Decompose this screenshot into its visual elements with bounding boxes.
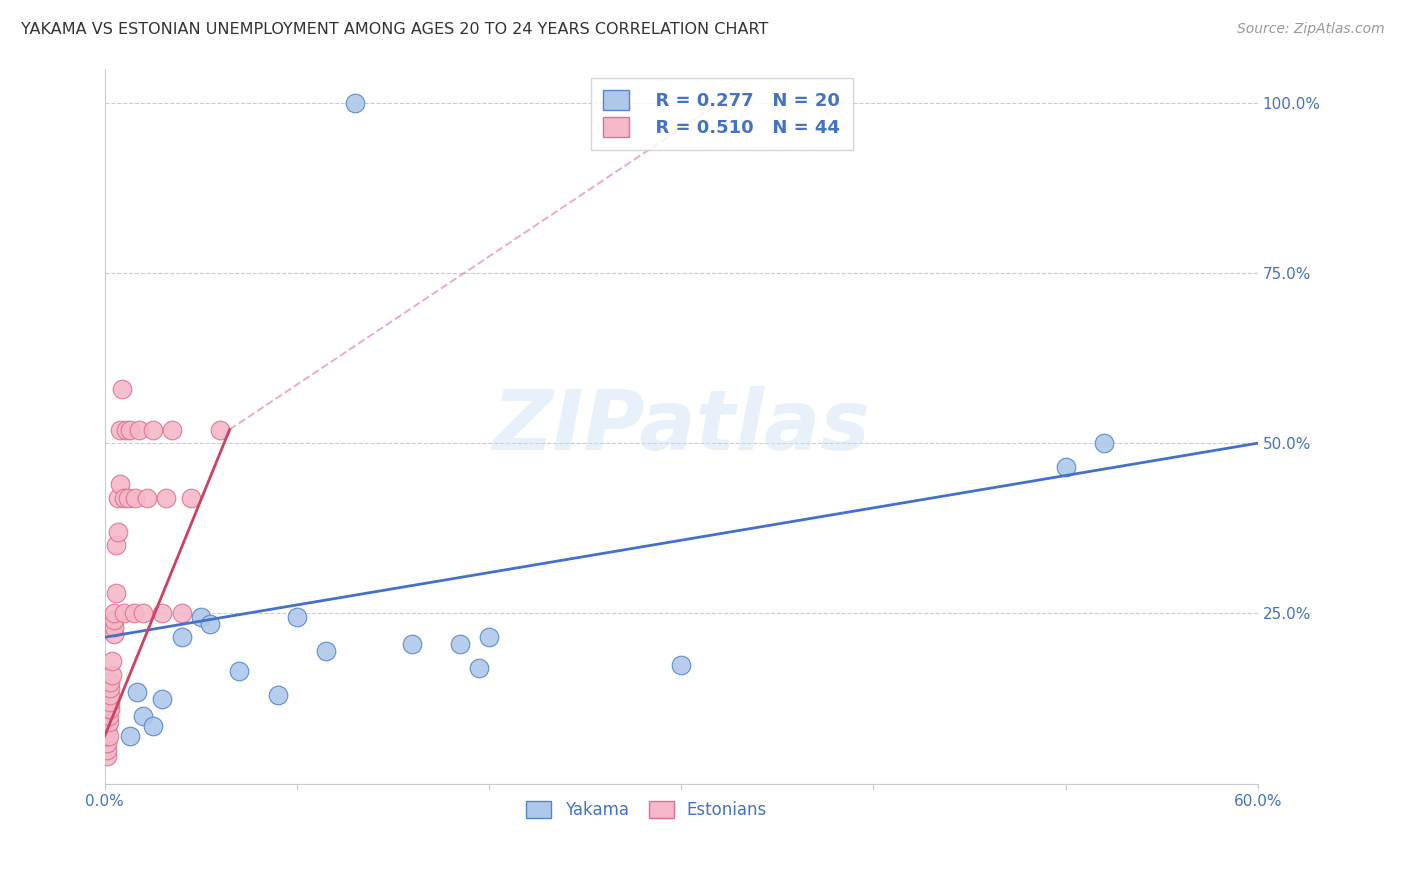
Point [118, 729, 141, 743]
Point [105, 538, 128, 552]
Point [108, 477, 131, 491]
Point [132, 607, 155, 621]
Point [343, 95, 366, 110]
Y-axis label: Unemployment Among Ages 20 to 24 years: Unemployment Among Ages 20 to 24 years [0, 259, 7, 593]
Point [150, 607, 173, 621]
Point [107, 524, 129, 539]
Point [114, 423, 136, 437]
Point [96, 729, 118, 743]
Point [122, 607, 145, 621]
Point [228, 665, 250, 679]
Point [100, 702, 122, 716]
Point [142, 423, 165, 437]
Point [127, 685, 149, 699]
Point [103, 613, 125, 627]
Text: ZIPatlas: ZIPatlas [492, 385, 870, 467]
Point [103, 620, 125, 634]
Point [111, 382, 134, 396]
Point [97, 729, 120, 743]
Point [208, 423, 231, 437]
Point [150, 691, 173, 706]
Point [107, 491, 129, 505]
Point [401, 637, 423, 651]
Legend: Yakama, Estonians: Yakama, Estonians [520, 794, 773, 825]
Point [160, 423, 183, 437]
Point [103, 627, 125, 641]
Point [124, 491, 146, 505]
Point [155, 491, 177, 505]
Point [112, 491, 135, 505]
Point [170, 630, 193, 644]
Point [100, 674, 122, 689]
Point [1054, 460, 1077, 475]
Point [97, 702, 120, 716]
Point [118, 423, 141, 437]
Point [108, 423, 131, 437]
Point [200, 616, 222, 631]
Point [266, 688, 288, 702]
Point [100, 681, 122, 696]
Point [97, 708, 120, 723]
Text: YAKAMA VS ESTONIAN UNEMPLOYMENT AMONG AGES 20 TO 24 YEARS CORRELATION CHART: YAKAMA VS ESTONIAN UNEMPLOYMENT AMONG AG… [21, 22, 769, 37]
Point [132, 708, 155, 723]
Point [468, 661, 491, 675]
Point [103, 607, 125, 621]
Point [97, 715, 120, 730]
Point [96, 723, 118, 737]
Point [449, 637, 471, 651]
Point [100, 695, 122, 709]
Point [180, 491, 202, 505]
Point [100, 688, 122, 702]
Point [285, 610, 308, 624]
Point [96, 749, 118, 764]
Point [315, 644, 337, 658]
Point [136, 491, 159, 505]
Text: Source: ZipAtlas.com: Source: ZipAtlas.com [1237, 22, 1385, 37]
Point [142, 719, 165, 733]
Point [112, 607, 135, 621]
Point [478, 630, 501, 644]
Point [101, 667, 124, 681]
Point [96, 742, 118, 756]
Point [170, 607, 193, 621]
Point [117, 491, 139, 505]
Point [190, 610, 212, 624]
Point [96, 736, 118, 750]
Point [101, 654, 124, 668]
Point [671, 657, 693, 672]
Point [1092, 436, 1115, 450]
Point [128, 423, 150, 437]
Point [105, 586, 128, 600]
